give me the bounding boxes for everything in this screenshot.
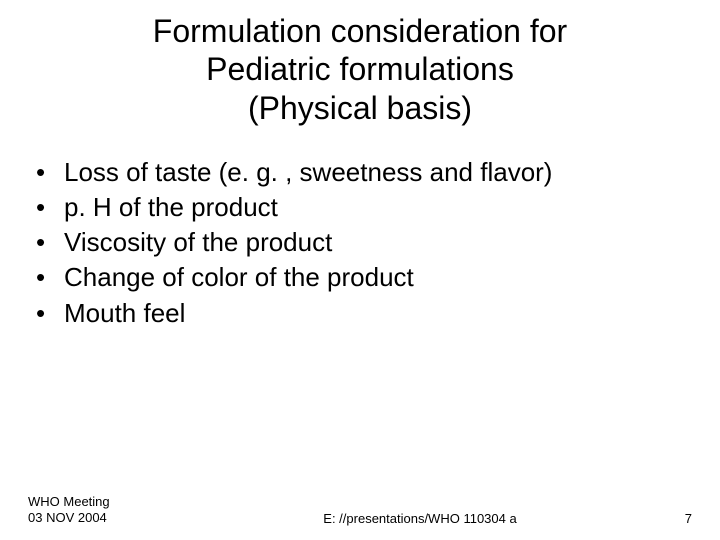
bullet-text: Viscosity of the product — [64, 225, 332, 260]
list-item: • Viscosity of the product — [36, 225, 692, 260]
list-item: • p. H of the product — [36, 190, 692, 225]
footer-meeting: WHO Meeting — [28, 494, 110, 509]
bullet-list: • Loss of taste (e. g. , sweetness and f… — [28, 155, 692, 330]
bullet-icon: • — [36, 296, 64, 331]
footer-center: E: //presentations/WHO 110304 a — [188, 511, 652, 526]
title-line-1: Formulation consideration for — [153, 13, 567, 49]
title-line-3: (Physical basis) — [248, 90, 472, 126]
list-item: • Mouth feel — [36, 296, 692, 331]
slide-title: Formulation consideration for Pediatric … — [28, 12, 692, 127]
bullet-icon: • — [36, 225, 64, 260]
bullet-text: Change of color of the product — [64, 260, 414, 295]
bullet-text: p. H of the product — [64, 190, 278, 225]
page-number: 7 — [652, 511, 692, 526]
bullet-text: Loss of taste (e. g. , sweetness and fla… — [64, 155, 552, 190]
footer-date: 03 NOV 2004 — [28, 510, 107, 525]
bullet-icon: • — [36, 155, 64, 190]
footer-left: WHO Meeting 03 NOV 2004 — [28, 494, 188, 527]
bullet-icon: • — [36, 260, 64, 295]
slide: Formulation consideration for Pediatric … — [0, 0, 720, 540]
bullet-icon: • — [36, 190, 64, 225]
list-item: • Loss of taste (e. g. , sweetness and f… — [36, 155, 692, 190]
list-item: • Change of color of the product — [36, 260, 692, 295]
bullet-text: Mouth feel — [64, 296, 185, 331]
slide-footer: WHO Meeting 03 NOV 2004 E: //presentatio… — [28, 494, 692, 527]
title-line-2: Pediatric formulations — [206, 51, 514, 87]
